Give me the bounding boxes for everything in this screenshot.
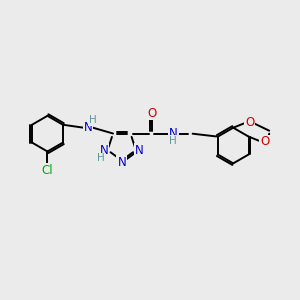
Text: Cl: Cl: [42, 164, 53, 177]
Text: O: O: [260, 136, 270, 148]
Text: O: O: [147, 106, 157, 119]
Text: N: N: [135, 144, 144, 157]
Text: H: H: [97, 154, 105, 164]
Text: N: N: [117, 156, 126, 169]
Text: H: H: [89, 115, 97, 125]
Text: N: N: [84, 121, 92, 134]
Text: N: N: [169, 127, 178, 140]
Text: O: O: [245, 116, 254, 129]
Text: N: N: [100, 144, 108, 157]
Text: H: H: [169, 136, 176, 146]
